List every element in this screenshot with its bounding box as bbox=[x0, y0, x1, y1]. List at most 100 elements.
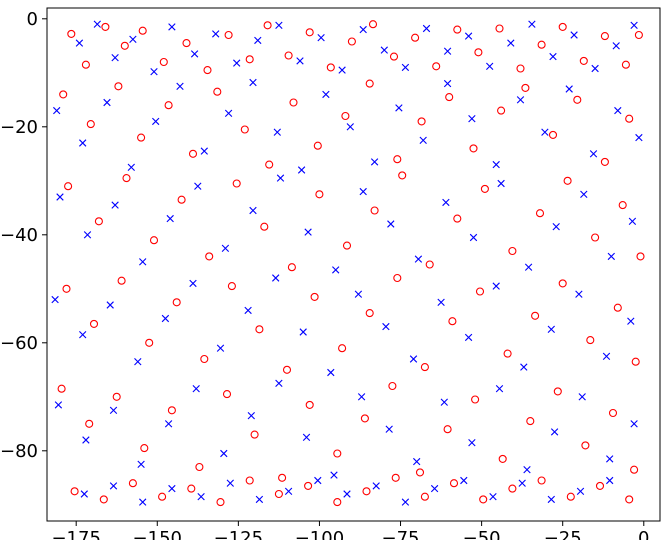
circle-point bbox=[503, 349, 512, 358]
cross-point bbox=[401, 63, 410, 72]
cross-point bbox=[111, 201, 119, 209]
circle-point bbox=[182, 39, 191, 48]
circle-point bbox=[62, 284, 71, 293]
cross-point bbox=[359, 25, 367, 34]
circle-point bbox=[516, 64, 525, 73]
circle-point bbox=[315, 190, 324, 199]
circle-point bbox=[634, 30, 643, 40]
circle-point bbox=[342, 241, 352, 250]
circle-point bbox=[305, 28, 314, 37]
circle-point bbox=[432, 62, 441, 71]
y-tick-label: −20 bbox=[0, 117, 38, 138]
cross-point bbox=[249, 78, 257, 87]
cross-point bbox=[547, 325, 555, 333]
cross-point bbox=[129, 35, 137, 43]
cross-point bbox=[284, 487, 293, 495]
circle-point bbox=[586, 336, 595, 345]
circle-point bbox=[128, 479, 137, 488]
cross-point bbox=[606, 476, 614, 485]
circle-point bbox=[117, 276, 126, 285]
cross-point bbox=[630, 21, 638, 29]
circle-point bbox=[187, 484, 196, 493]
cross-point bbox=[346, 123, 354, 131]
cross-point bbox=[168, 23, 176, 31]
circle-point bbox=[443, 425, 452, 434]
cross-point bbox=[550, 428, 559, 436]
cross-point bbox=[190, 50, 199, 58]
circle-point bbox=[420, 492, 429, 501]
circle-point bbox=[263, 21, 272, 30]
circle-point bbox=[164, 101, 173, 110]
cross-point bbox=[495, 385, 504, 393]
cross-point bbox=[469, 233, 478, 242]
circle-point bbox=[388, 381, 397, 391]
circle-point bbox=[326, 63, 335, 72]
circle-point bbox=[362, 487, 371, 496]
circle-point bbox=[67, 29, 76, 38]
circle-point bbox=[393, 273, 402, 283]
circle-point bbox=[398, 171, 407, 180]
cross-point bbox=[370, 158, 379, 166]
points-layer bbox=[51, 20, 645, 507]
cross-point bbox=[575, 290, 583, 298]
cross-point bbox=[254, 36, 262, 45]
cross-point bbox=[166, 214, 174, 223]
circle-point bbox=[625, 495, 634, 504]
cross-point bbox=[357, 393, 366, 401]
circle-point bbox=[600, 157, 609, 166]
circle-point bbox=[445, 93, 454, 102]
cross-point bbox=[109, 482, 118, 490]
circle-point bbox=[411, 33, 420, 42]
circle-point bbox=[563, 176, 572, 185]
cross-point bbox=[139, 498, 147, 506]
cross-point bbox=[54, 401, 63, 409]
cross-point bbox=[443, 47, 452, 55]
circle-point bbox=[94, 217, 103, 226]
circle-point bbox=[420, 363, 429, 372]
x-tick-label: −50 bbox=[463, 528, 501, 540]
cross-point bbox=[93, 20, 101, 28]
cross-point bbox=[276, 174, 285, 182]
circle-point bbox=[471, 395, 480, 404]
cross-point bbox=[547, 495, 555, 504]
circle-point bbox=[310, 292, 319, 301]
cross-point bbox=[437, 298, 445, 306]
cross-point bbox=[607, 252, 615, 261]
cross-point bbox=[528, 20, 536, 28]
cross-point bbox=[127, 163, 135, 171]
cross-point bbox=[541, 128, 549, 136]
circle-point bbox=[630, 465, 639, 474]
circle-point bbox=[278, 473, 287, 482]
cross-point bbox=[314, 476, 322, 485]
circle-point bbox=[417, 117, 426, 126]
circle-point bbox=[474, 48, 483, 57]
circle-point bbox=[70, 487, 79, 496]
x-tick-label: 0 bbox=[638, 528, 649, 540]
circle-point bbox=[621, 60, 630, 69]
cross-point bbox=[614, 106, 622, 115]
cross-point bbox=[244, 306, 252, 315]
x-tick-label: −125 bbox=[214, 528, 263, 540]
circle-point bbox=[591, 233, 600, 242]
cross-point bbox=[56, 193, 64, 201]
circle-point bbox=[558, 22, 567, 31]
cross-point bbox=[192, 385, 200, 393]
cross-point bbox=[216, 344, 225, 352]
circle-point bbox=[222, 390, 232, 399]
cross-point bbox=[273, 128, 281, 136]
circle-point bbox=[613, 303, 622, 312]
cross-point bbox=[53, 106, 61, 115]
circle-point bbox=[145, 338, 154, 347]
y-tick-label: −40 bbox=[0, 225, 38, 246]
circle-point bbox=[600, 32, 609, 41]
circle-point bbox=[240, 125, 249, 134]
cross-point bbox=[576, 487, 585, 495]
circle-point bbox=[579, 56, 588, 65]
cross-point bbox=[302, 433, 311, 441]
cross-point bbox=[221, 244, 230, 252]
y-tick-label: 0 bbox=[27, 9, 38, 30]
circle-point bbox=[227, 282, 236, 291]
cross-point bbox=[395, 104, 403, 112]
cross-point bbox=[109, 406, 118, 414]
cross-point bbox=[233, 59, 241, 67]
